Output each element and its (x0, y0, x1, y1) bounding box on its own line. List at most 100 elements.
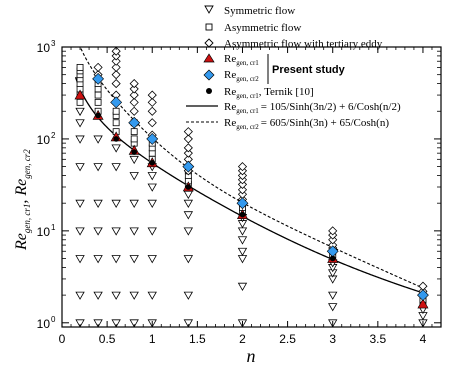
symmetric-marker (111, 291, 121, 300)
legend-cr1-marker (203, 53, 215, 63)
tertiary-marker (129, 79, 139, 89)
legend-solid-curve: Regen, cr1 = 105/Sinh(3n/2) + 6/Cosh(n/2) (186, 101, 401, 115)
symmetric-marker (75, 119, 85, 128)
symmetric-marker (183, 319, 194, 327)
tertiary-marker (129, 90, 139, 100)
symmetric-marker (111, 227, 121, 236)
legend-cr2-label: Re (224, 69, 236, 81)
ternik-marker (149, 159, 156, 166)
y-axis-title-re2: , Re (13, 179, 30, 204)
symmetric-marker (328, 291, 338, 300)
plot-frame (61, 46, 442, 328)
symmetric-marker (147, 255, 157, 264)
y-axis-title-sub2: gen, cr2 (22, 149, 32, 179)
symmetric-marker (75, 291, 85, 300)
svg-text:Regen, cr2= 605/Sinh(3n) + 65/: Regen, cr2 = 605/Sinh(3n) + 65/Cosh(n) (224, 117, 389, 131)
symmetric-marker (75, 107, 85, 117)
symmetric-marker (93, 163, 103, 172)
svg-text:Regen, cr1= 105/Sinh(3n/2) + 6: Regen, cr1 = 105/Sinh(3n/2) + 6/Cosh(n/2) (224, 101, 401, 115)
symmetric-marker (93, 135, 103, 144)
tertiary-marker (328, 235, 338, 245)
ternik-marker (131, 149, 137, 155)
tertiary-marker (418, 281, 428, 291)
asymmetric-marker (76, 63, 84, 71)
y-tick-exponent: 2 (51, 131, 56, 140)
legend-dashed-label: Re (224, 117, 236, 129)
ternik-marker (239, 211, 246, 218)
symmetric-marker (237, 247, 248, 257)
asymmetric-marker (112, 107, 120, 115)
symmetric-marker (183, 199, 194, 208)
tertiary-marker (129, 106, 139, 116)
symmetric-marker (129, 319, 139, 327)
legend-tertiary-label: Asymmetric flow with tertiary eddy (224, 38, 383, 50)
asymmetric-marker (112, 119, 120, 127)
symmetric-marker (237, 282, 248, 292)
y-tick-exponent: 1 (51, 223, 56, 232)
symmetric-marker (129, 172, 139, 181)
symmetric-marker (93, 227, 103, 236)
symmetric-marker (111, 255, 121, 264)
ternik-marker (185, 184, 192, 190)
legend-tertiary-marker (204, 38, 214, 48)
symmetric-marker (111, 319, 121, 327)
legend-dashed-sub: gen, cr2 (236, 123, 259, 131)
legend-ternik-marker (206, 88, 212, 94)
x-tick-label: 3.5 (369, 332, 386, 346)
tertiary-marker (147, 97, 157, 107)
symmetric-marker (147, 227, 157, 236)
cr2-marker (146, 133, 159, 145)
symmetric-marker (93, 255, 103, 264)
asymmetric-marker (94, 91, 102, 99)
legend-cr1-sub: gen, cr1 (236, 59, 259, 67)
legend-asymmetric: Asymmetric flow (205, 22, 301, 34)
curve-cr2-dashed (79, 47, 424, 289)
ternik-marker (95, 112, 101, 119)
ternik-marker (113, 136, 119, 142)
cr2-marker (110, 96, 123, 109)
x-tick-label: 4 (420, 332, 427, 346)
cr2-marker (417, 289, 429, 302)
x-tick-label: 0 (59, 332, 66, 346)
symmetric-marker (75, 319, 85, 327)
symmetric-marker (129, 199, 139, 208)
ternik-marker (329, 255, 336, 262)
legend-cr1: Regen, cr1 (203, 53, 259, 67)
legend-cr2-marker (203, 69, 215, 81)
y-axis-title-sub1: gen, cr1 (22, 204, 32, 234)
symmetric-marker (183, 255, 194, 264)
legend-asymmetric-marker (205, 23, 213, 31)
symmetric-marker (129, 291, 139, 300)
symmetric-marker (129, 255, 139, 264)
tertiary-marker (183, 127, 193, 137)
cr1-marker (74, 89, 86, 100)
legend-tertiary: Asymmetric flow with tertiary eddy (204, 38, 383, 50)
symmetric-marker (183, 291, 194, 300)
legend-solid-label: Re (224, 101, 236, 113)
tertiary-marker (93, 62, 103, 72)
svg-text:Regen, cr2: Regen, cr2 (224, 69, 259, 83)
symmetric-marker (75, 163, 85, 172)
tertiary-marker (328, 226, 338, 236)
y-axis-title-re1: Re (13, 233, 30, 251)
legend: Symmetric flow Asymmetric flow Asymmetri… (186, 5, 401, 131)
tertiary-marker (111, 62, 121, 72)
y-tick-label: 10 (37, 41, 51, 55)
y-axis-title: Regen, cr1, Regen, cr2 (13, 149, 32, 251)
symmetric-marker (111, 144, 121, 153)
x-tick-label: 1.5 (189, 332, 206, 346)
symmetric-marker (147, 199, 157, 208)
legend-cr1-label: Re (224, 53, 236, 65)
cr2-marker (182, 160, 195, 173)
tertiary-marker (183, 143, 193, 153)
symmetric-marker (111, 199, 121, 208)
asymmetric-marker (76, 98, 84, 106)
tertiary-marker (147, 90, 157, 100)
tertiary-marker (111, 47, 121, 56)
svg-text:Regen, cr1, Ternik [10]: Regen, cr1, Ternik [10] (224, 86, 314, 100)
svg-text:Regen, cr1: Regen, cr1 (224, 53, 259, 67)
symmetric-marker (129, 227, 139, 236)
y-tick-label: 10 (37, 317, 51, 331)
asymmetric-marker (94, 98, 102, 106)
